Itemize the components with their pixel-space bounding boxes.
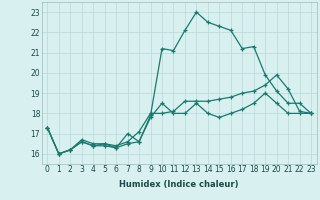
- X-axis label: Humidex (Indice chaleur): Humidex (Indice chaleur): [119, 180, 239, 189]
